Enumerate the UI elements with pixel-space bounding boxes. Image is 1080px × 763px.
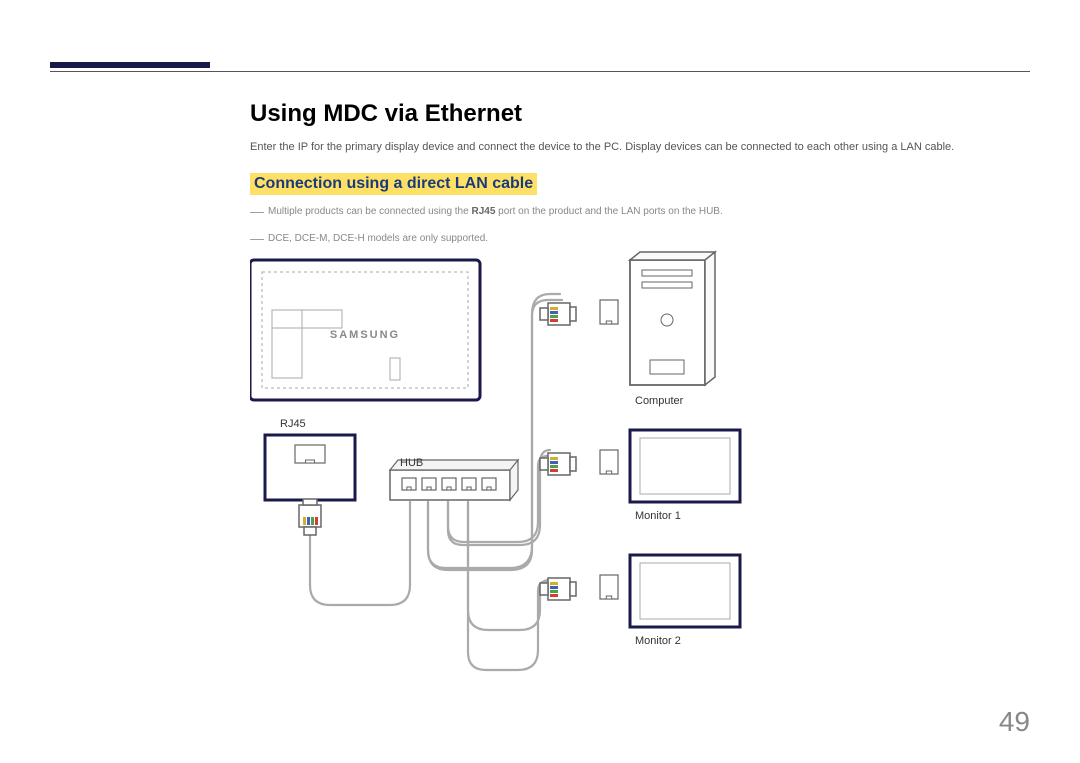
label-monitor1: Monitor 1 (635, 510, 681, 522)
note-dash-icon: ― (250, 203, 264, 219)
header-accent-bar (50, 62, 210, 68)
page-number: 49 (999, 706, 1030, 738)
diagram-svg: SAMSUNG (250, 250, 950, 680)
connection-diagram: SAMSUNG RJ45 HUB Computer Monitor 1 Moni… (250, 250, 950, 680)
content-area: Using MDC via Ethernet Enter the IP for … (250, 100, 1020, 249)
note-dash-icon: ― (250, 230, 264, 246)
label-rj45: RJ45 (280, 418, 306, 430)
note-1: ―Multiple products can be connected usin… (250, 201, 1020, 222)
note-2: ―DCE, DCE-M, DCE-H models are only suppo… (250, 228, 1020, 249)
page-title: Using MDC via Ethernet (250, 100, 1020, 128)
label-hub: HUB (400, 457, 423, 469)
label-computer: Computer (635, 395, 683, 407)
svg-text:SAMSUNG: SAMSUNG (330, 329, 400, 341)
page-description: Enter the IP for the primary display dev… (250, 140, 1020, 155)
section-subtitle: Connection using a direct LAN cable (250, 173, 537, 195)
label-monitor2: Monitor 2 (635, 635, 681, 647)
header-rule (50, 71, 1030, 72)
